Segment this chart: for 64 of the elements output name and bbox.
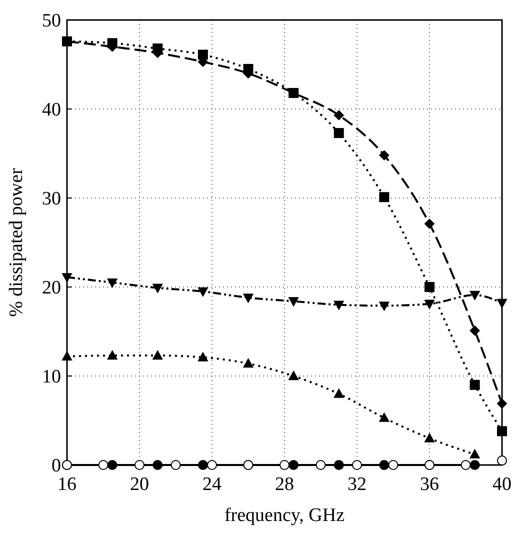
- point: [424, 300, 434, 309]
- point: [470, 460, 480, 470]
- point: [497, 398, 507, 409]
- point: [379, 460, 390, 470]
- x-tick-label: 28: [275, 474, 294, 495]
- point: [198, 352, 208, 362]
- point: [379, 150, 390, 160]
- point: [334, 110, 344, 120]
- y-tick-label: 40: [42, 100, 61, 121]
- point: [198, 50, 208, 60]
- point: [470, 449, 480, 458]
- point: [470, 290, 480, 300]
- point: [460, 460, 471, 470]
- point: [98, 460, 108, 470]
- point: [379, 192, 390, 202]
- point: [334, 460, 344, 470]
- point: [62, 351, 72, 361]
- point: [379, 412, 390, 422]
- x-tick-label: 24: [202, 474, 222, 495]
- y-tick-label: 10: [42, 366, 61, 388]
- point: [334, 300, 344, 310]
- point: [424, 218, 434, 229]
- point: [288, 297, 299, 306]
- point: [170, 460, 181, 470]
- point: [288, 460, 299, 470]
- point: [497, 298, 507, 308]
- point: [62, 273, 72, 282]
- y-axis-title: % dissipated power: [6, 167, 27, 317]
- point: [497, 426, 507, 436]
- point: [152, 350, 163, 360]
- x-tick-label: 36: [420, 474, 439, 495]
- point: [470, 380, 480, 390]
- point: [334, 128, 344, 138]
- point: [198, 460, 208, 470]
- point: [424, 282, 434, 292]
- point: [388, 460, 398, 470]
- x-tick-label: 16: [58, 474, 76, 495]
- y-tick-label: 0: [52, 456, 61, 477]
- point: [243, 358, 254, 368]
- x-tick-label: 20: [130, 474, 149, 495]
- point: [334, 388, 344, 398]
- point: [107, 460, 118, 470]
- point: [497, 456, 507, 466]
- point: [280, 460, 290, 470]
- point: [107, 350, 118, 360]
- point: [198, 287, 208, 296]
- point: [152, 460, 163, 470]
- x-tick-label: 40: [492, 474, 512, 495]
- y-tick-label: 50: [42, 10, 61, 32]
- point: [316, 460, 326, 470]
- y-tick-label: 30: [42, 188, 61, 210]
- x-axis-title: frequency, GHz: [224, 505, 345, 526]
- point: [470, 326, 480, 336]
- point: [207, 460, 217, 470]
- point: [134, 460, 144, 470]
- x-tick-label: 32: [348, 474, 366, 495]
- point: [243, 294, 254, 303]
- y-tick-label: 20: [42, 278, 61, 299]
- point: [352, 460, 362, 470]
- point: [107, 278, 118, 288]
- point: [288, 371, 299, 380]
- point: [152, 284, 163, 293]
- point: [424, 433, 434, 442]
- point: [379, 302, 390, 311]
